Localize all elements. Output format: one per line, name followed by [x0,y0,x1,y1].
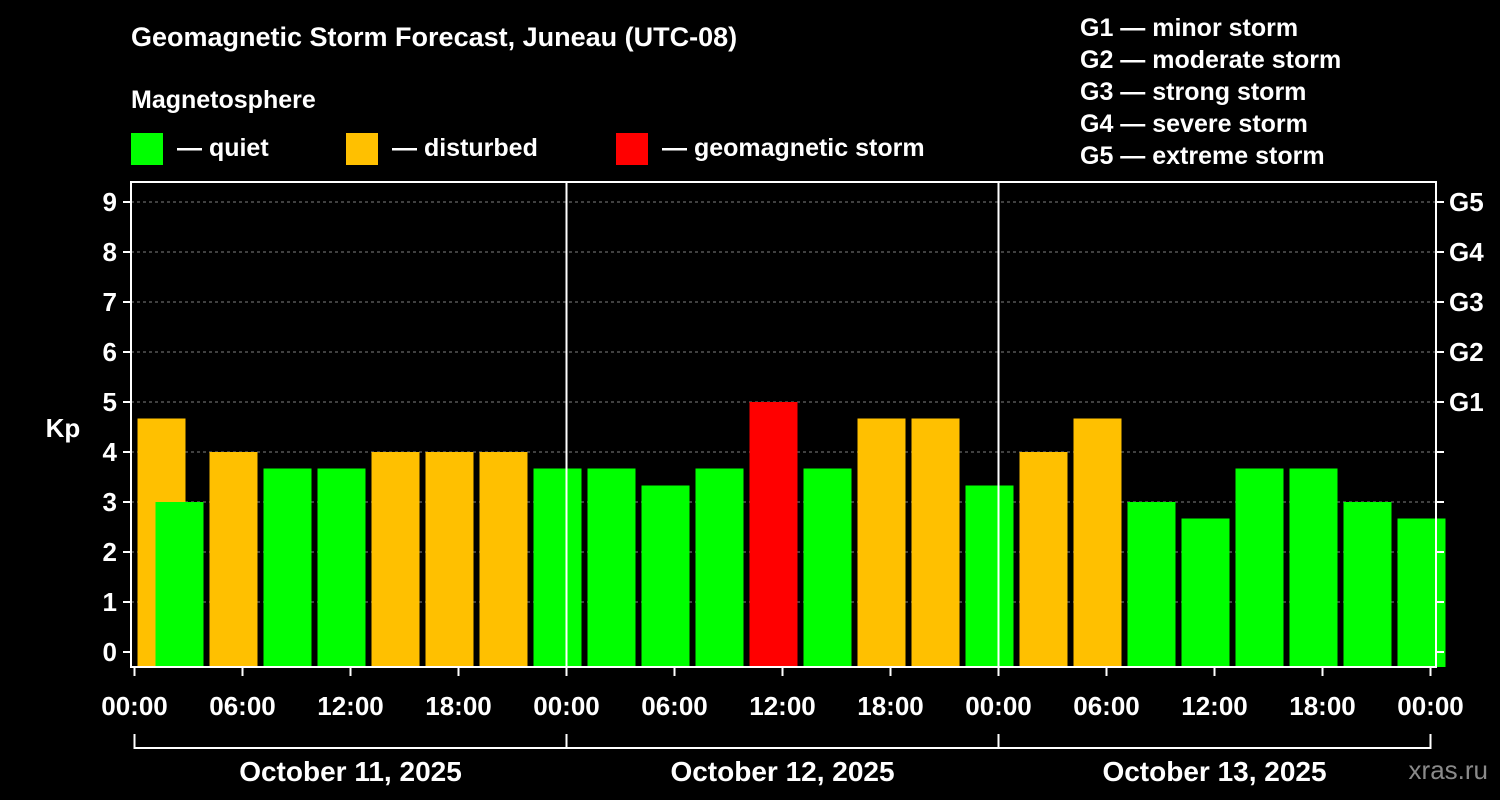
kp-bar [479,452,528,667]
day-label: October 13, 2025 [1102,756,1326,787]
x-tick-label: 06:00 [641,691,708,721]
storm-level-g1: G1 — minor storm [1080,14,1299,42]
kp-bar [263,468,312,667]
storm-level-g2: G2 — moderate storm [1080,46,1342,74]
y-tick-label: 9 [103,187,117,217]
y-axis-label: Kp [46,413,81,443]
x-tick-label: 00:00 [101,691,168,721]
right-tick-label: G3 [1449,287,1484,317]
right-tick-label: G1 [1449,387,1484,417]
storm-level-g5: G5 — extreme storm [1080,142,1325,170]
day-label: October 12, 2025 [670,756,894,787]
right-tick-label: G4 [1449,237,1484,267]
x-tick-label: 12:00 [317,691,384,721]
y-tick-label: 5 [103,387,117,417]
kp-bar [1235,468,1284,667]
storm-level-g3: G3 — strong storm [1080,78,1307,106]
y-tick-label: 7 [103,287,117,317]
legend-label-quiet: — quiet [177,134,269,162]
storm-level-g4: G4 — severe storm [1080,110,1308,138]
y-tick-label: 6 [103,337,117,367]
kp-bar [1019,452,1068,667]
kp-bar [155,502,204,667]
magnetosphere-legend-title: Magnetosphere [131,86,316,114]
chart-title: Geomagnetic Storm Forecast, Juneau (UTC-… [131,22,738,52]
kp-bar [857,418,906,667]
kp-bar [371,452,420,667]
kp-bar [533,468,582,667]
x-tick-label: 12:00 [1181,691,1248,721]
x-tick-label: 00:00 [1397,691,1464,721]
y-tick-label: 0 [103,637,117,667]
kp-bar [749,402,798,667]
kp-bar [641,485,690,667]
kp-bar [1181,518,1230,667]
right-tick-label: G2 [1449,337,1484,367]
kp-bar [209,452,258,667]
x-tick-label: 18:00 [1289,691,1356,721]
kp-bar [587,468,636,667]
kp-bar [695,468,744,667]
kp-bar [1073,418,1122,667]
x-tick-label: 12:00 [749,691,816,721]
y-tick-label: 4 [103,437,118,467]
y-tick-label: 8 [103,237,117,267]
legend-swatch-storm [616,133,648,165]
y-tick-label: 3 [103,487,117,517]
kp-bar [965,485,1014,667]
kp-bar [1343,502,1392,667]
x-tick-label: 06:00 [209,691,276,721]
y-tick-label: 2 [103,537,117,567]
x-tick-label: 18:00 [857,691,924,721]
kp-bar [425,452,474,667]
x-tick-label: 00:00 [533,691,600,721]
kp-bar [317,468,366,667]
x-tick-label: 18:00 [425,691,492,721]
kp-bar [911,418,960,667]
x-tick-label: 06:00 [1073,691,1140,721]
kp-bar [1397,518,1446,667]
kp-bar [1127,502,1176,667]
legend-swatch-quiet [131,133,163,165]
legend-label-storm: — geomagnetic storm [662,134,925,162]
legend-swatch-disturbed [346,133,378,165]
watermark: xras.ru [1408,755,1488,785]
kp-bar [803,468,852,667]
x-tick-label: 00:00 [965,691,1032,721]
day-label: October 11, 2025 [239,756,462,787]
legend-label-disturbed: — disturbed [392,134,538,162]
kp-bar [1289,468,1338,667]
y-tick-label: 1 [103,587,117,617]
right-tick-label: G5 [1449,187,1484,217]
